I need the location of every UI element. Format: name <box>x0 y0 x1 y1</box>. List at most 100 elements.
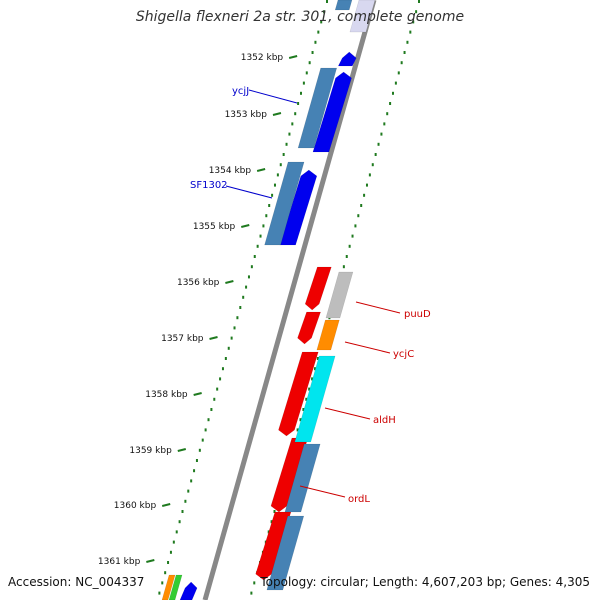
ring-dot <box>250 591 253 595</box>
ring-dot <box>224 357 227 360</box>
ring-dot <box>259 234 262 238</box>
gene-label: puuD <box>404 309 431 320</box>
ring-dot <box>383 122 386 126</box>
ring-dot <box>216 387 219 391</box>
ring-dot <box>400 61 403 65</box>
ring-dot <box>345 255 348 258</box>
kbp-scale: 1352 kbp 1353 kbp 1354 kbp 1355 kbp 1356 kbp… <box>98 53 298 567</box>
ring-dot <box>253 255 256 258</box>
ring-dot <box>389 102 392 105</box>
scale-tick <box>146 559 155 563</box>
ring-dot <box>308 61 311 65</box>
ring-dot <box>247 275 250 279</box>
ring-dot <box>323 10 326 14</box>
ring-dot <box>291 122 294 126</box>
ring-dot <box>169 550 172 554</box>
gene-feature <box>297 311 321 345</box>
ring-dot <box>418 0 420 3</box>
scale-tick <box>256 168 266 172</box>
ring-dot <box>342 265 345 269</box>
ring-dot <box>262 224 265 228</box>
gene-feature <box>349 0 376 33</box>
gene-feature <box>278 351 319 437</box>
ring-dot <box>313 367 316 371</box>
ring-dot <box>227 346 230 350</box>
ring-dot <box>198 448 201 452</box>
scale-tick <box>225 280 234 284</box>
ring-dot <box>415 10 418 14</box>
ring-dot <box>326 0 328 3</box>
ring-dot <box>296 428 299 432</box>
ring-dot <box>311 51 314 54</box>
ring-dot <box>374 153 377 156</box>
ring-dot <box>221 367 224 371</box>
ring-dot <box>302 81 305 85</box>
ring-dot <box>320 20 323 24</box>
ring-dot <box>317 30 320 34</box>
ring-dot <box>164 571 167 575</box>
ring-dot <box>391 91 394 95</box>
ring-dot <box>305 71 308 75</box>
ring-dot <box>178 520 181 524</box>
ring-dot <box>380 132 383 136</box>
gene-leader-line <box>324 407 371 420</box>
dotted-ring-inner <box>155 0 328 605</box>
ring-dot <box>348 244 351 248</box>
ring-dot <box>175 530 178 534</box>
ring-dot <box>357 214 360 218</box>
scale-tick-label: 1360 kbp <box>114 501 157 511</box>
ring-dot <box>187 489 190 493</box>
scale-tick <box>288 55 298 59</box>
gene-feature <box>337 51 357 67</box>
scale-tick-label: 1355 kbp <box>193 222 236 232</box>
gene-feature <box>266 515 305 591</box>
ring-dot <box>316 357 319 360</box>
gene-label: ordL <box>348 494 370 505</box>
genome-backbone <box>202 0 377 601</box>
ring-dot <box>256 244 259 248</box>
ring-dot <box>195 459 198 462</box>
ring-dot <box>268 204 271 207</box>
scale-tick <box>161 503 171 507</box>
ring-dot <box>219 377 222 381</box>
ring-dot <box>213 397 216 401</box>
ring-dot <box>236 316 239 320</box>
ring-dot <box>294 112 297 116</box>
gene-leader-line <box>248 89 298 104</box>
scale-tick-label: 1354 kbp <box>209 166 252 176</box>
ring-dot <box>360 204 363 207</box>
ring-dot <box>406 40 409 44</box>
ring-dot <box>250 265 253 269</box>
ring-dot <box>371 163 374 167</box>
gene-feature <box>325 271 354 319</box>
ring-dot <box>368 173 371 177</box>
gene-label: ycjC <box>393 349 414 360</box>
gene-labels: ycjJ SF1302 puuD ycjC aldH ordL <box>190 86 431 505</box>
gene-feature <box>304 266 332 311</box>
gene-feature <box>312 71 352 153</box>
scale-tick-label: 1358 kbp <box>145 390 188 400</box>
genome-summary: Topology: circular; Length: 4,607,203 bp… <box>260 575 590 589</box>
scale-tick <box>209 336 218 340</box>
gene-leader-line <box>299 485 346 498</box>
ring-dot <box>184 499 187 503</box>
gene-label: SF1302 <box>190 180 228 191</box>
scale-tick-label: 1361 kbp <box>98 557 141 567</box>
ring-dot <box>299 91 302 95</box>
scale-tick-label: 1359 kbp <box>129 446 172 456</box>
ring-dot <box>403 51 406 54</box>
ring-dot <box>397 71 400 75</box>
ring-dot <box>181 510 184 513</box>
ring-dot <box>377 142 380 146</box>
gene-leader-line <box>344 341 391 354</box>
gene-feature <box>297 67 338 149</box>
ring-dot <box>239 306 242 309</box>
scale-tick <box>177 448 187 452</box>
scale-tick <box>241 224 250 228</box>
ring-dot <box>207 418 210 422</box>
gene-label: ycjJ <box>232 86 249 97</box>
ring-dot <box>285 142 288 146</box>
ring-dot <box>265 214 268 218</box>
